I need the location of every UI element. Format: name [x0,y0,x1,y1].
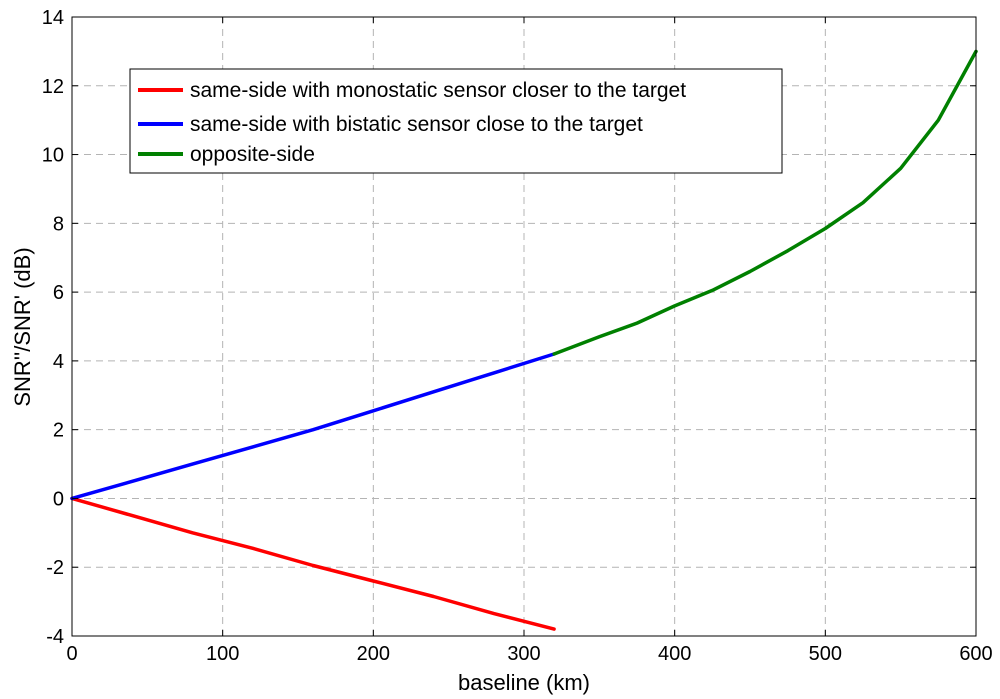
series-line-monostatic [70,496,556,631]
series-line-bistatic [70,352,556,501]
x-tick-label: 100 [206,643,239,665]
x-tick-label: 500 [809,643,842,665]
y-tick-label: 10 [42,145,64,167]
legend-label-bistatic: same-side with bistatic sensor close to … [190,113,643,136]
legend: same-side with monostatic sensor closer … [129,68,783,174]
y-tick-label: 4 [53,351,64,373]
series-line-opposite-side [552,49,978,356]
x-tick-label: 0 [66,643,77,665]
y-tick-label: 2 [53,420,64,442]
x-axis-label: baseline (km) [458,670,590,695]
y-tick-label: 8 [53,213,64,235]
y-tick-label: 12 [42,76,64,98]
y-tick-label: 6 [53,282,64,304]
legend-label-monostatic: same-side with monostatic sensor closer … [190,79,686,102]
y-tick-label: -4 [46,626,64,648]
x-tick-label: 300 [507,643,540,665]
y-tick-label: -2 [46,557,64,579]
y-tick-label: 14 [42,7,64,29]
legend-label-opposite-side: opposite-side [190,143,315,166]
series-lines [70,49,978,631]
legend-box [129,68,783,174]
x-tick-label: 200 [357,643,390,665]
y-axis-label: SNR''/SNR' (dB) [10,247,35,406]
y-tick-label: 0 [53,488,64,510]
x-tick-label: 600 [959,643,992,665]
x-tick-label: 400 [658,643,691,665]
axis-ticks: 0 100 200 300 400 500 600 -4 -2 0 2 4 6 8 10 12 14 [42,7,993,665]
